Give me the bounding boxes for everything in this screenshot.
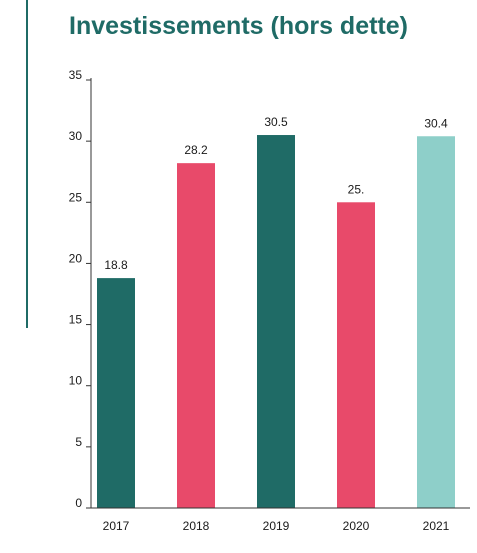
data-label: 28.2 bbox=[184, 143, 208, 157]
data-label: 30.5 bbox=[264, 115, 288, 129]
x-tick-label: 2021 bbox=[423, 519, 450, 533]
y-tick-label: 0 bbox=[75, 496, 82, 510]
bars: 18.8 28.2 30.5 25. 30.4 bbox=[97, 115, 455, 509]
decorative-side-rule bbox=[26, 0, 28, 328]
x-tick-label: 2020 bbox=[343, 519, 370, 533]
y-tick-label: 20 bbox=[69, 251, 83, 265]
data-label: 25. bbox=[348, 182, 365, 196]
x-tick-label: 2017 bbox=[103, 519, 130, 533]
y-tick-label: 25 bbox=[69, 190, 83, 204]
y-tick-label: 5 bbox=[75, 435, 82, 449]
x-tick-label: 2019 bbox=[263, 519, 290, 533]
bar-2018 bbox=[177, 163, 215, 508]
y-tick-label: 10 bbox=[69, 374, 83, 388]
y-axis: 0 5 10 15 20 25 30 35 bbox=[69, 68, 92, 510]
bar-2020 bbox=[337, 202, 375, 509]
bar-2021 bbox=[417, 136, 455, 508]
y-tick-label: 35 bbox=[69, 68, 83, 82]
data-label: 18.8 bbox=[104, 258, 128, 272]
bar-2019 bbox=[257, 135, 295, 508]
chart-title: Investissements (hors dette) bbox=[69, 12, 408, 40]
y-tick-label: 30 bbox=[69, 129, 83, 143]
x-axis: 2017 2018 2019 2020 2021 bbox=[91, 507, 470, 533]
data-label: 30.4 bbox=[424, 116, 448, 130]
bar-2017 bbox=[97, 278, 135, 508]
y-tick-label: 15 bbox=[69, 313, 83, 327]
x-tick-label: 2018 bbox=[183, 519, 210, 533]
